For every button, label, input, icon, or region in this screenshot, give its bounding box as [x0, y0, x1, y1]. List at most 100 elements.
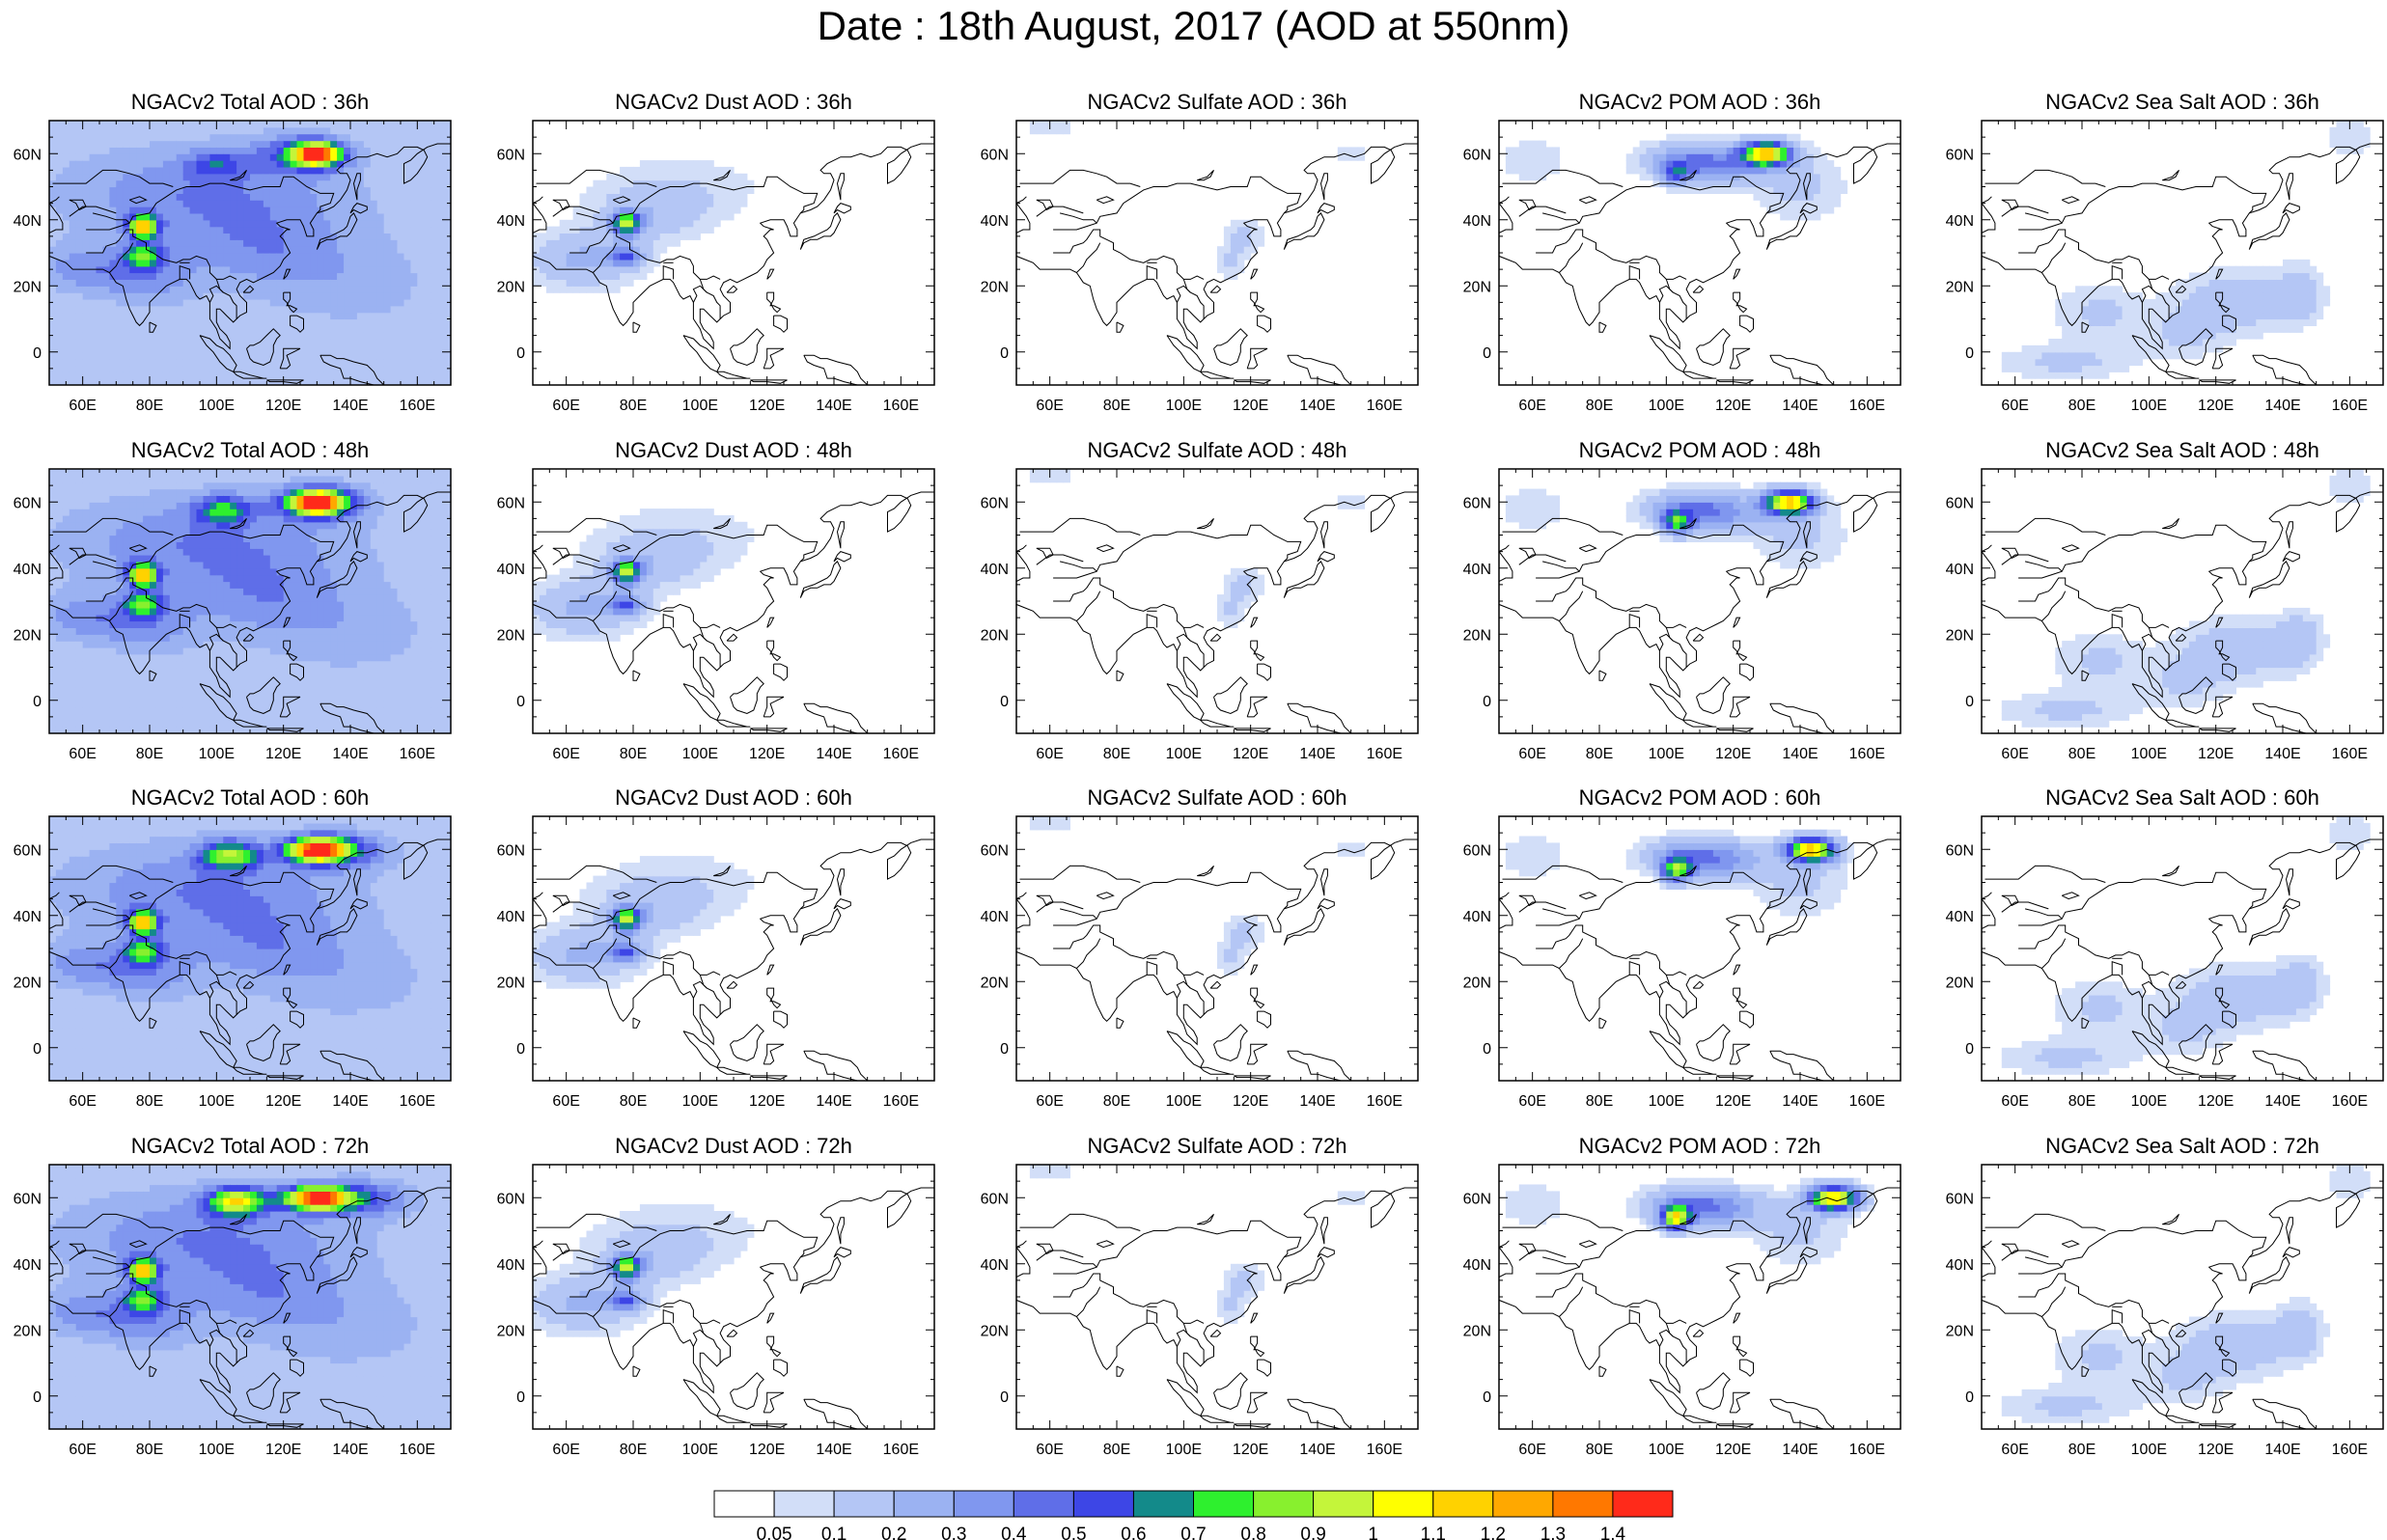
coastline: [86, 176, 335, 231]
coastline: [1499, 203, 1513, 234]
coastline: [2215, 640, 2231, 662]
panel-title: NGACv2 Sea Salt AOD : 72h: [2045, 1134, 2319, 1158]
coastline: [1036, 206, 1084, 217]
coastline: [1649, 1031, 1687, 1068]
lon-tick-label: 80E: [620, 1442, 647, 1458]
aod-field: [1505, 829, 1854, 917]
coastline: [763, 696, 785, 718]
coastline: [1246, 347, 1268, 370]
lat-tick-label: 40N: [14, 562, 42, 578]
coastline: [349, 551, 368, 563]
coastline: [536, 1213, 657, 1231]
lon-tick-label: 80E: [2068, 1093, 2096, 1110]
coastline: [682, 1031, 721, 1068]
coastline: [1628, 614, 1641, 628]
coastline: [662, 614, 675, 628]
coastline: [1499, 1187, 1901, 1394]
coastline: [799, 212, 842, 250]
coastline: [2061, 196, 2080, 205]
lat-tick-label: 60N: [14, 1191, 42, 1207]
lon-tick-label: 100E: [1649, 398, 1684, 414]
aod-field: [49, 1165, 451, 1429]
panel-title: NGACv2 Sulfate AOD : 48h: [1087, 438, 1346, 462]
coastline: [1016, 203, 1031, 234]
colorbar-label: 1: [1368, 1525, 1378, 1540]
coastline: [352, 173, 361, 201]
coastline: [128, 544, 148, 553]
lon-tick-label: 80E: [1103, 1442, 1130, 1458]
lat-tick-label: 20N: [1463, 627, 1491, 644]
coastline: [92, 561, 130, 572]
lon-tick-label: 100E: [2131, 398, 2167, 414]
lat-tick-label: 20N: [1946, 627, 1974, 644]
lon-tick-label: 100E: [1166, 1442, 1202, 1458]
coastline: [1319, 173, 1328, 201]
coastline: [1176, 1329, 1191, 1347]
coastline: [533, 898, 547, 929]
coastline: [2165, 719, 2200, 728]
coastline: [49, 544, 60, 562]
coastline: [1176, 633, 1191, 651]
coastline: [1536, 871, 1785, 926]
coastline: [612, 1240, 631, 1249]
coastline: [766, 291, 782, 314]
coastline: [1982, 839, 2383, 1046]
colorbar-swatch: [713, 1490, 775, 1518]
coastline: [1250, 291, 1265, 314]
coastline: [1019, 865, 1141, 883]
coastline: [1679, 866, 1697, 877]
lat-tick-label: 40N: [981, 213, 1009, 230]
coastline: [1502, 517, 1624, 536]
lon-tick-label: 140E: [332, 1442, 368, 1458]
lon-tick-label: 80E: [620, 746, 647, 762]
lat-tick-label: 60N: [981, 147, 1009, 163]
coastline: [1499, 1247, 1513, 1278]
map-panel: 60E 80E 100E 120E 140E 160E 60N 40N 20N 0 NGACv2 T…: [14, 438, 452, 762]
coastline: [52, 865, 174, 883]
coastline: [1729, 1043, 1751, 1065]
lon-tick-label: 140E: [816, 1093, 851, 1110]
coastline: [1541, 908, 1580, 920]
lat-tick-label: 0: [33, 694, 42, 710]
lon-tick-label: 140E: [1782, 1093, 1818, 1110]
coastline: [766, 987, 782, 1009]
lon-tick-label: 160E: [1367, 398, 1402, 414]
lat-tick-label: 40N: [1946, 562, 1974, 578]
coastline: [233, 371, 267, 379]
coastline: [1234, 379, 1271, 384]
lon-tick-label: 60E: [1518, 398, 1545, 414]
coastline: [1692, 980, 1705, 989]
aod-field: [1505, 1177, 1874, 1265]
lon-tick-label: 120E: [749, 398, 785, 414]
coastline: [1246, 1043, 1268, 1065]
coastline: [283, 617, 291, 628]
coastline: [2175, 633, 2187, 642]
coastline: [632, 321, 641, 333]
colorbar-swatch: [833, 1490, 895, 1518]
coastline: [1250, 1312, 1259, 1324]
coastline: [726, 1329, 738, 1337]
coastline: [2001, 1243, 2019, 1255]
coastline: [1665, 975, 1687, 1015]
lat-tick-label: 60N: [981, 842, 1009, 859]
coastline: [1059, 212, 1097, 224]
coastline: [2024, 212, 2063, 224]
coastline: [2001, 199, 2019, 211]
aod-field: [49, 469, 451, 733]
lat-tick-label: 20N: [981, 627, 1009, 644]
lon-tick-label: 80E: [1586, 398, 1613, 414]
coastline: [1036, 554, 1084, 565]
coastline: [1499, 1240, 1510, 1257]
coastline: [593, 242, 618, 273]
lat-tick-label: 0: [33, 1389, 42, 1406]
coastline: [766, 268, 775, 280]
coastline: [1213, 676, 1248, 715]
coastline: [149, 1017, 157, 1029]
lon-tick-label: 140E: [332, 746, 368, 762]
coastline: [1982, 898, 1996, 929]
lon-tick-label: 100E: [2131, 1093, 2167, 1110]
lat-tick-label: 40N: [497, 909, 525, 925]
coastline: [763, 347, 785, 370]
lon-tick-label: 120E: [1233, 398, 1268, 414]
coastline: [1628, 265, 1641, 280]
